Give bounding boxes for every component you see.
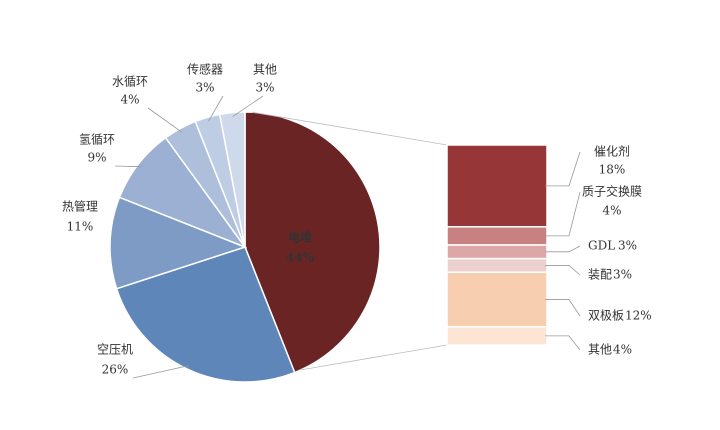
segment-label: GDL — [588, 239, 615, 253]
leader-line — [232, 95, 264, 117]
leader-line — [545, 151, 581, 187]
pie-slice — [115, 246, 296, 383]
slice-label: 其他 — [253, 63, 277, 77]
pie-slice — [244, 111, 381, 374]
segment-value-label: 18% — [599, 163, 626, 177]
slice-value-label: 44% — [286, 251, 315, 265]
slice-value-label: 3% — [195, 81, 214, 95]
pie-slice — [109, 196, 248, 290]
slice-label: 传感器 — [187, 62, 223, 77]
slice-value-label: 4% — [120, 93, 139, 107]
slice-value-label: 26% — [102, 363, 129, 377]
slice-value-label: 9% — [87, 151, 106, 165]
segment-value-label: 3% — [613, 268, 632, 282]
bar-segment — [446, 244, 548, 260]
segment-label: 催化剂 — [594, 144, 630, 159]
slice-value-label: 11% — [67, 220, 94, 234]
slice-value-label: 3% — [255, 81, 274, 95]
connector-line — [251, 111, 448, 146]
leader-line — [147, 107, 183, 133]
segment-label: 其他 — [588, 343, 612, 357]
leader-line — [545, 335, 581, 351]
segment-value-label: 4% — [613, 343, 632, 357]
bar-segment — [446, 144, 548, 228]
segment-value-label: 12% — [625, 309, 652, 323]
segment-value-label: 4% — [602, 204, 621, 218]
leader-line — [545, 265, 581, 276]
leader-line — [114, 165, 142, 168]
leader-line — [208, 95, 224, 122]
bar-segment — [446, 326, 548, 346]
bar-segment — [446, 257, 548, 274]
slice-label: 热管理 — [62, 199, 98, 214]
leader-line — [132, 365, 190, 379]
slice-label: 氢循环 — [79, 132, 115, 147]
bar-segment — [446, 226, 548, 246]
segment-label: 质子交换膜 — [582, 184, 642, 199]
bar-segment — [446, 271, 548, 328]
leader-line — [545, 191, 581, 237]
leader-line — [545, 245, 581, 253]
segment-value-label: 3% — [618, 239, 637, 253]
slice-label: 空压机 — [97, 343, 133, 357]
connector-line — [300, 344, 448, 371]
leader-line — [545, 299, 581, 317]
segment-label: 装配 — [588, 268, 612, 282]
segment-label: 双极板 — [588, 309, 624, 323]
pie-slice — [218, 111, 246, 248]
slice-label: 电堆 — [288, 230, 312, 245]
slice-label: 水循环 — [112, 75, 148, 89]
